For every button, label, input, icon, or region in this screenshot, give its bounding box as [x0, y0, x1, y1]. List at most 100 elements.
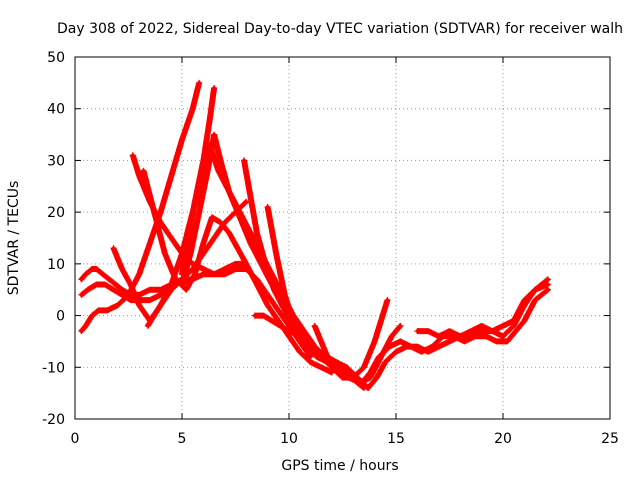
data-point — [270, 318, 274, 323]
data-point — [469, 329, 473, 333]
data-point — [287, 334, 291, 339]
data-point — [148, 298, 152, 302]
y-tick-label: 40 — [47, 102, 65, 118]
data-point — [426, 329, 430, 333]
data-point — [79, 293, 84, 297]
series-track-14 — [414, 276, 551, 340]
data-point — [255, 282, 259, 287]
data-point — [272, 287, 276, 292]
series-track-8 — [179, 131, 367, 391]
data-point — [308, 344, 313, 349]
x-tick-label: 10 — [280, 431, 298, 447]
data-point — [158, 303, 163, 308]
data-point — [205, 168, 210, 173]
data-point — [308, 360, 313, 364]
data-point — [372, 339, 377, 344]
data-point — [319, 339, 323, 344]
x-tick-label: 15 — [387, 431, 405, 447]
series-track-9 — [179, 85, 218, 278]
data-point — [227, 231, 231, 235]
data-point — [169, 236, 174, 240]
data-point — [244, 200, 248, 204]
data-point — [308, 355, 313, 359]
series-track-6 — [140, 167, 335, 376]
data-point — [248, 241, 253, 245]
data-point — [469, 334, 473, 339]
data-point — [201, 267, 206, 271]
data-point — [546, 282, 550, 287]
data-point — [511, 324, 516, 328]
data-point — [426, 349, 430, 354]
data-point — [152, 210, 156, 214]
data-point — [265, 205, 270, 209]
data-point — [86, 287, 90, 292]
data-point — [389, 334, 394, 339]
y-tick-label: -20 — [42, 412, 65, 428]
data-point — [197, 210, 201, 214]
data-point — [201, 158, 206, 163]
plot-frame — [74, 56, 611, 420]
data-point — [312, 324, 317, 328]
data-point — [180, 137, 184, 142]
x-tick-label: 0 — [71, 431, 80, 447]
data-point — [216, 168, 221, 173]
data-point — [261, 313, 266, 318]
y-tick-label: 0 — [56, 309, 65, 325]
data-point — [344, 370, 349, 375]
data-point — [237, 215, 242, 220]
x-tick-label: 25 — [601, 431, 619, 447]
data-point — [101, 272, 105, 277]
data-point — [340, 375, 345, 380]
data-point — [190, 262, 195, 266]
data-point — [511, 318, 516, 323]
data-point — [94, 267, 99, 271]
data-point — [107, 277, 112, 282]
data-point — [265, 303, 270, 308]
data-point — [193, 272, 197, 277]
data-point — [137, 293, 141, 297]
data-point — [287, 329, 291, 333]
data-point — [169, 282, 174, 287]
data-point — [274, 251, 278, 256]
data-point — [90, 313, 94, 318]
data-point — [282, 308, 287, 313]
data-point — [300, 334, 304, 339]
data-point — [158, 210, 163, 214]
data-point — [325, 355, 330, 359]
y-tick-label: 10 — [47, 257, 65, 273]
data-point — [120, 267, 124, 271]
data-point — [180, 272, 184, 277]
data-point — [394, 349, 398, 354]
data-point — [137, 272, 141, 277]
data-point — [302, 329, 306, 333]
y-tick-label: -10 — [42, 360, 65, 376]
data-point — [190, 106, 195, 111]
data-point — [218, 220, 223, 225]
data-point — [259, 262, 263, 266]
data-point — [398, 339, 403, 344]
x-axis-label: GPS time / hours — [281, 458, 398, 474]
chart-title: Day 308 of 2022, Sidereal Day-to-day VTE… — [57, 21, 623, 37]
data-point — [533, 287, 537, 292]
data-point — [210, 215, 214, 220]
data-point — [437, 334, 441, 339]
data-point — [263, 262, 268, 266]
series-markers — [311, 281, 551, 391]
data-point — [522, 298, 527, 302]
data-point — [94, 282, 99, 287]
data-point — [223, 267, 227, 271]
data-point — [111, 246, 116, 251]
data-point — [148, 287, 152, 292]
data-point — [522, 318, 527, 323]
data-point — [120, 293, 124, 297]
data-point — [479, 329, 484, 333]
data-point — [362, 365, 366, 370]
data-point — [368, 370, 373, 375]
data-point — [276, 308, 281, 313]
data-point — [105, 308, 109, 313]
data-point — [137, 303, 141, 308]
data-point — [479, 324, 484, 328]
data-point — [377, 355, 381, 359]
data-point — [169, 174, 174, 178]
data-point — [291, 318, 296, 323]
